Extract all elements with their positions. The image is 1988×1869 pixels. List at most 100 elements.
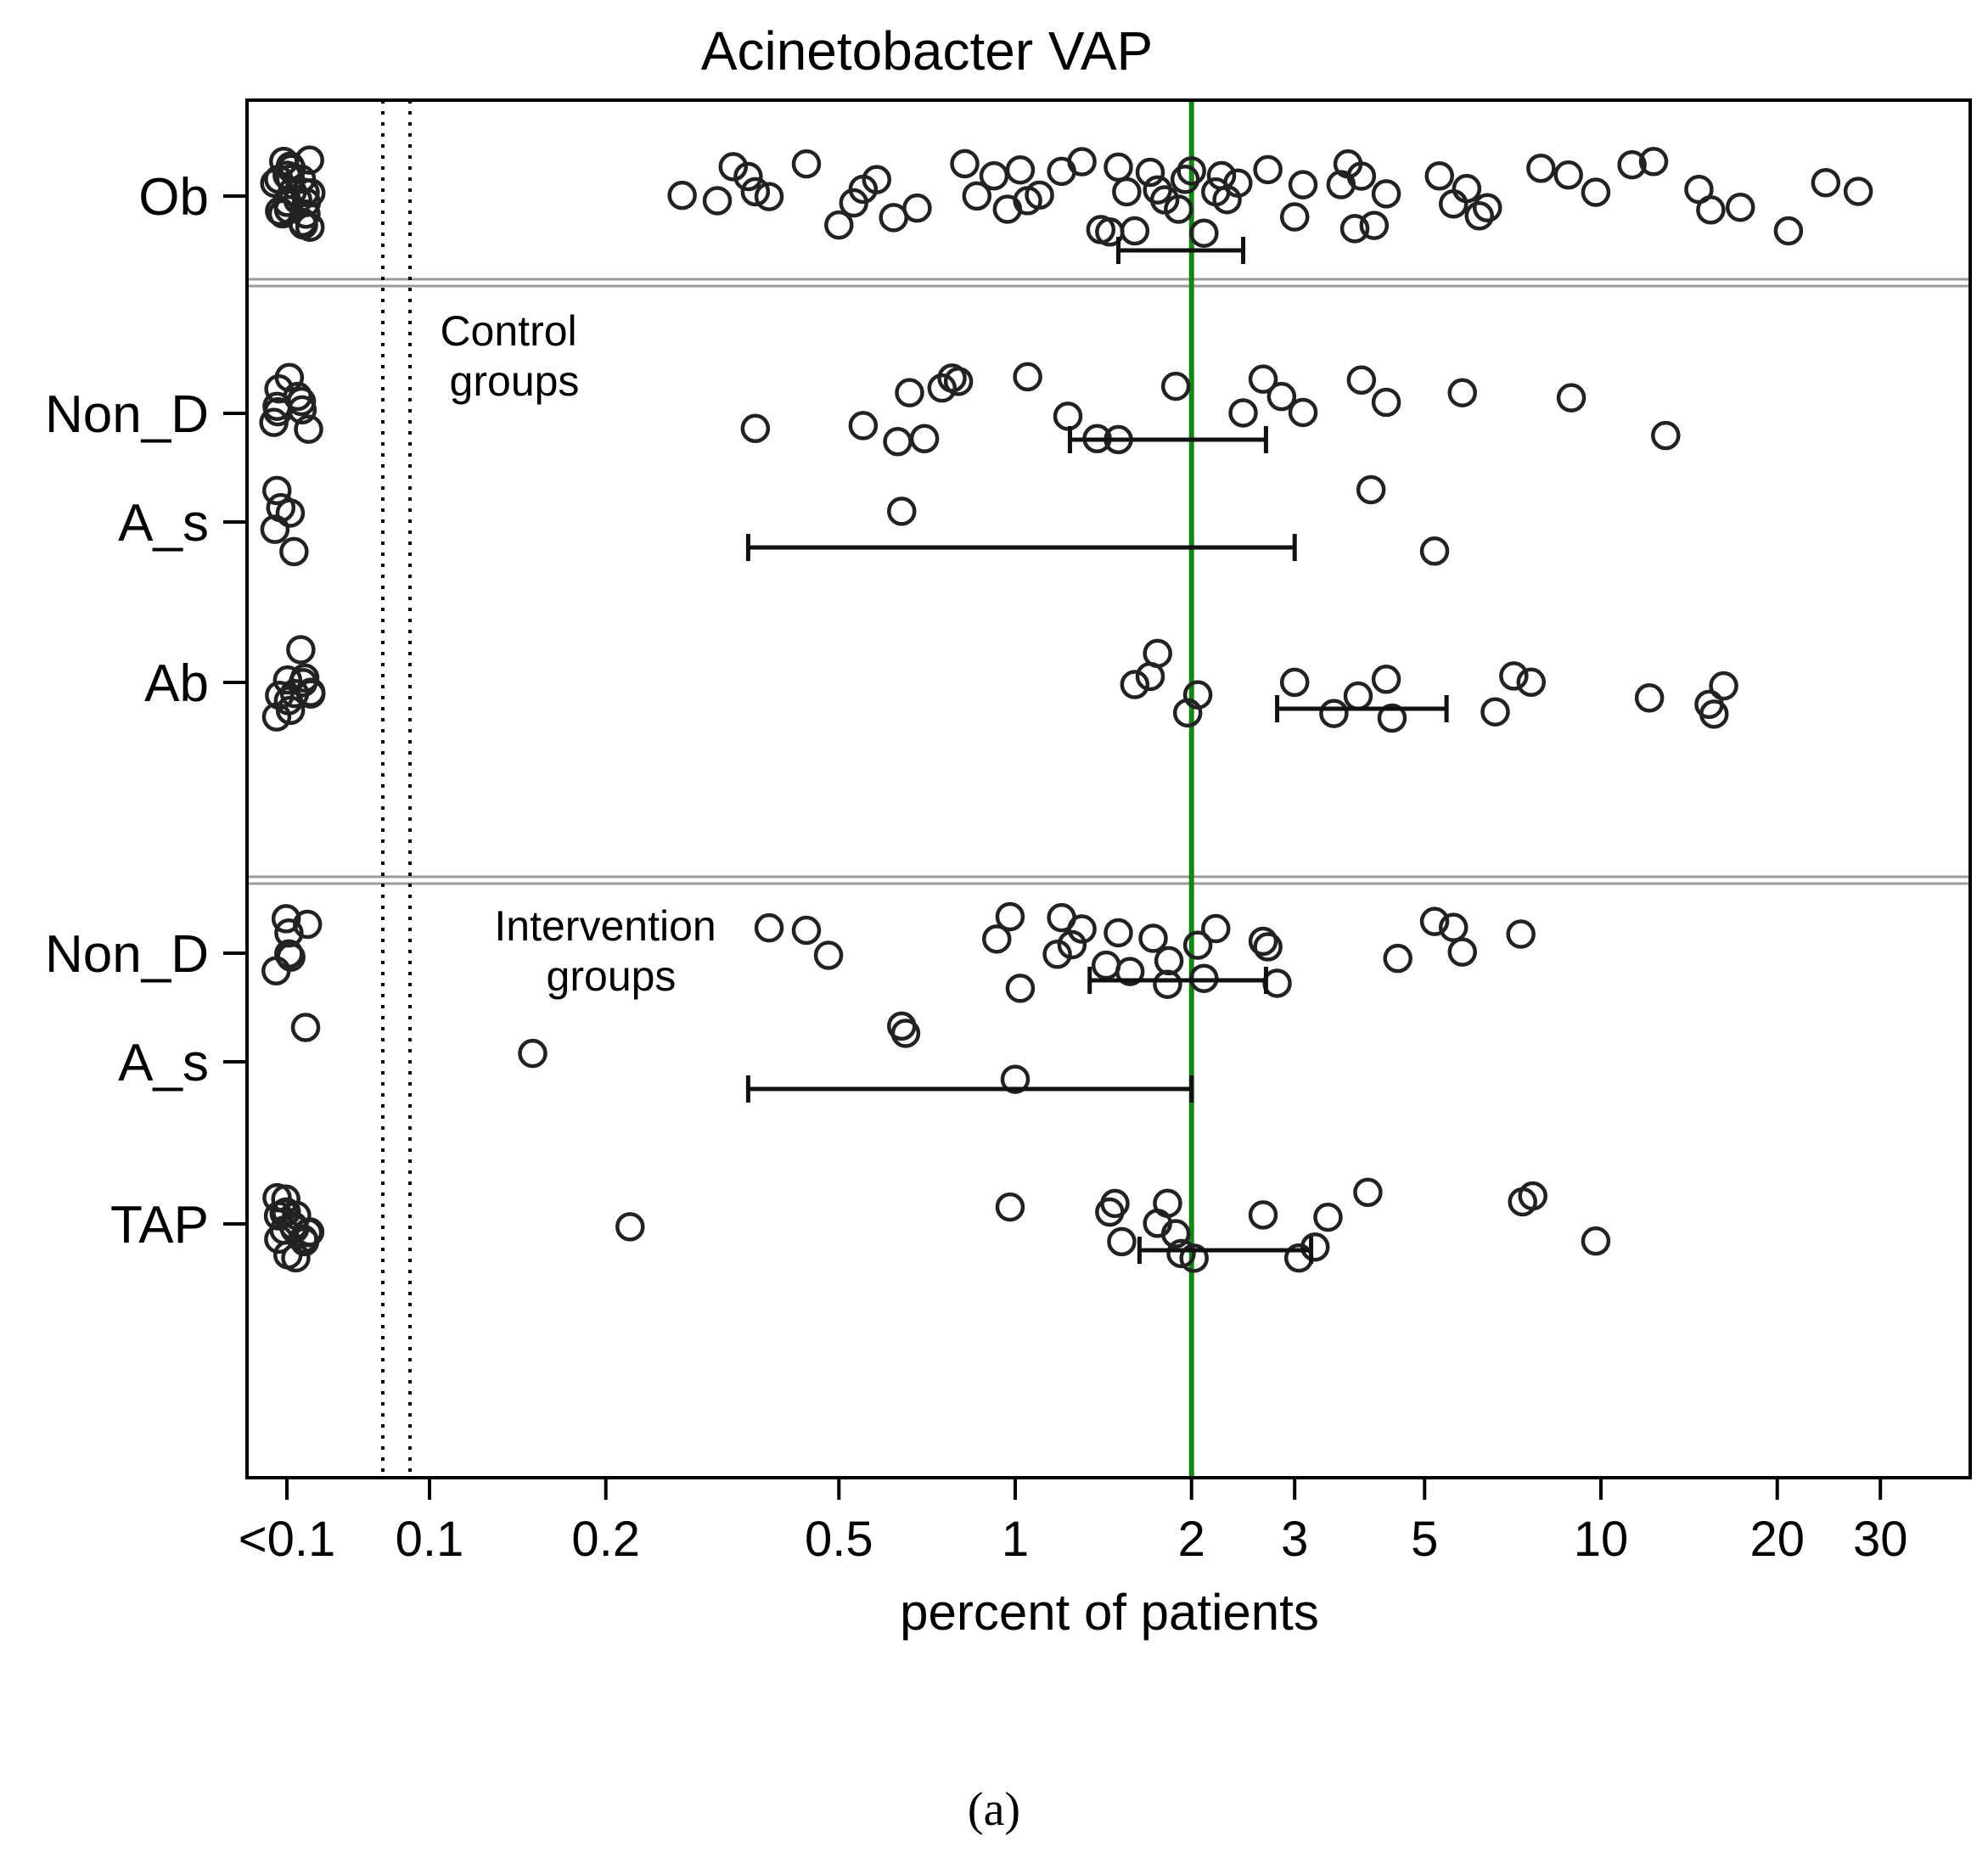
data-point — [1104, 918, 1133, 948]
data-point — [1253, 932, 1283, 962]
below-detection-point — [274, 362, 305, 392]
data-point — [1025, 180, 1054, 210]
data-point — [1346, 161, 1377, 191]
data-point — [1811, 167, 1841, 198]
data-point — [895, 378, 924, 407]
plot-frame — [245, 98, 1972, 1479]
data-point — [1556, 383, 1586, 413]
data-point — [848, 411, 879, 441]
data-point — [1617, 149, 1647, 180]
data-point — [1377, 703, 1407, 733]
data-point — [754, 182, 784, 211]
x-tick-label: 20 — [1749, 1512, 1805, 1567]
data-point — [1438, 912, 1469, 942]
intervention-groups-label: Intervention groups — [494, 902, 727, 1000]
y-tick-label: Non_D — [45, 925, 209, 984]
intervention-groups-label-line2: groups — [547, 952, 677, 1000]
data-point — [1383, 943, 1412, 974]
data-point — [1228, 398, 1258, 428]
data-point — [1248, 1200, 1278, 1230]
data-point — [1313, 1202, 1343, 1232]
data-point — [1248, 364, 1278, 394]
data-point — [1419, 536, 1450, 566]
below-detection-point — [260, 514, 290, 544]
data-point — [1279, 202, 1310, 232]
below-detection-point — [279, 536, 309, 567]
below-detection-point — [265, 196, 295, 227]
data-point — [1107, 1226, 1137, 1257]
data-point — [1506, 919, 1536, 949]
data-point — [1553, 160, 1583, 190]
points-layer — [259, 145, 1873, 1273]
below-detection-point — [275, 498, 306, 528]
data-point — [1480, 697, 1510, 727]
data-point — [1651, 420, 1681, 451]
data-point — [740, 177, 771, 207]
below-detection-point — [272, 665, 303, 695]
y-tick-label: Non_D — [45, 385, 209, 444]
y-tick-label: Ob — [138, 168, 209, 227]
control-groups-label-line2: groups — [450, 357, 580, 405]
below-detection-point — [272, 1240, 303, 1270]
data-point — [1356, 474, 1386, 505]
below-detection-point — [290, 1013, 321, 1042]
control-groups-label-line1: Control — [440, 307, 576, 355]
data-point — [1170, 165, 1200, 194]
y-axis: Ob Non_D A_s Ab Non_D A_s TAP — [45, 168, 247, 1254]
data-point — [1266, 381, 1297, 412]
data-point — [1115, 957, 1145, 986]
x-tick-label: 5 — [1411, 1512, 1438, 1567]
data-point — [1288, 397, 1318, 428]
data-point — [1696, 195, 1726, 225]
control-groups-label: Control groups — [440, 307, 588, 405]
data-point — [887, 497, 917, 526]
data-point — [1638, 147, 1669, 177]
below-detection-point — [271, 904, 301, 934]
data-point — [902, 193, 932, 223]
data-point — [1447, 378, 1478, 407]
below-detection-point — [292, 909, 323, 940]
below-detection-point — [286, 635, 316, 665]
x-tick-label: 0.2 — [571, 1512, 640, 1567]
chart-title: Acinetobacter VAP — [701, 20, 1153, 81]
below-detection-point — [291, 188, 322, 217]
data-point — [667, 180, 697, 210]
data-point — [1726, 192, 1755, 222]
data-point — [1371, 179, 1401, 209]
data-point — [979, 160, 1009, 191]
below-detection-point — [262, 1182, 292, 1213]
data-point — [1067, 147, 1097, 177]
data-point — [962, 181, 992, 211]
data-point — [1773, 216, 1804, 246]
x-tick-label: 0.5 — [805, 1512, 873, 1567]
data-point — [1518, 1181, 1547, 1211]
below-detection-point — [261, 475, 292, 506]
data-point — [1581, 177, 1611, 207]
data-point — [1438, 189, 1469, 219]
x-tick-label: 1 — [1002, 1512, 1029, 1567]
data-point — [1634, 683, 1665, 713]
data-point — [1353, 1177, 1383, 1208]
intervention-groups-label-line1: Intervention — [494, 902, 716, 950]
data-point — [1160, 371, 1191, 401]
data-point — [1262, 968, 1292, 998]
data-point — [1201, 913, 1231, 944]
below-detection-point — [294, 414, 323, 444]
data-point — [1189, 218, 1219, 248]
data-point — [890, 1019, 921, 1048]
data-point — [1100, 1188, 1130, 1219]
below-detection-point — [263, 1201, 294, 1231]
data-point — [702, 186, 733, 216]
confidence-intervals — [745, 237, 1449, 1264]
data-point — [1843, 177, 1873, 206]
data-point — [927, 373, 957, 403]
data-point — [1135, 157, 1165, 188]
below-detection-point — [276, 154, 306, 184]
data-point — [1346, 365, 1377, 396]
data-point — [1053, 401, 1083, 431]
below-detection-point — [289, 210, 318, 240]
below-detection-point — [274, 918, 304, 948]
data-point — [1153, 969, 1182, 999]
data-point — [1112, 177, 1142, 207]
data-point — [1464, 201, 1495, 231]
